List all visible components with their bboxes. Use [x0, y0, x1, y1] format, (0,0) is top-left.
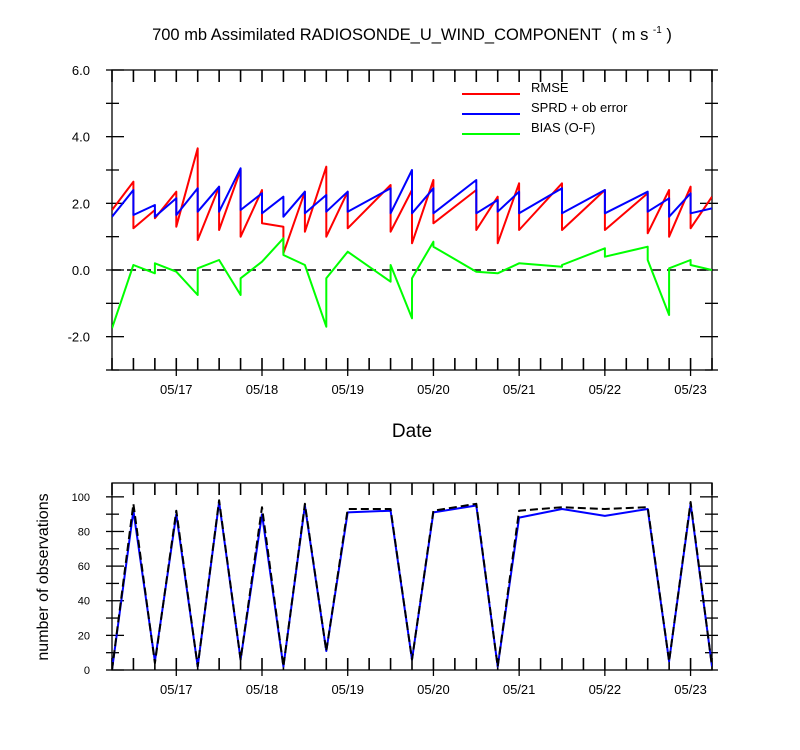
y-tick-label: 20 — [78, 630, 90, 642]
x-tick-label: 05/22 — [589, 682, 622, 697]
bottom-panel: 05/17 05/18 05/19 05/20 05/21 05/22 05/23 0 20 40… — [72, 482, 718, 697]
top-panel: 05/17 05/18 05/19 05/20 05/21 05/22 05/23 -2.0 0… — [68, 63, 718, 397]
chart-title-main: 700 mb Assimilated RADIOSONDE_U_WIND_COM… — [152, 26, 601, 44]
y-tick-label: 4.0 — [72, 130, 90, 145]
y-tick-label: 60 — [78, 561, 90, 573]
x-tick-label: 05/23 — [674, 382, 707, 397]
x-tick-label: 05/20 — [417, 682, 450, 697]
chart-title-units: ( m s — [612, 26, 649, 44]
x-tick-label: 05/18 — [246, 682, 279, 697]
x-tick-label: 05/19 — [331, 682, 364, 697]
chart-title-units-sup: -1 — [653, 25, 662, 36]
x-tick-label: 05/18 — [246, 382, 279, 397]
legend-label: BIAS (O-F) — [531, 120, 595, 135]
series-line-bias-o-f — [112, 237, 712, 329]
x-tick-label: 05/21 — [503, 682, 536, 697]
series-line-sprd-ob-error — [112, 167, 712, 218]
x-tick-label: 05/20 — [417, 382, 450, 397]
y-tick-label: 100 — [72, 492, 90, 504]
y-tick-label: 6.0 — [72, 63, 90, 78]
legend-label: RMSE — [531, 80, 569, 95]
y-tick-label: 40 — [78, 596, 90, 608]
x-tick-label: 05/17 — [160, 682, 193, 697]
y-tick-label: -2.0 — [68, 330, 90, 345]
x-tick-label: 05/23 — [674, 682, 707, 697]
y-tick-label: 0.0 — [72, 263, 90, 278]
x-tick-label: 05/21 — [503, 382, 536, 397]
legend-label: SPRD + ob error — [531, 100, 628, 115]
y-axis-label-observations: number of observations — [35, 493, 52, 660]
chart-title: 700 mb Assimilated RADIOSONDE_U_WIND_COM… — [152, 19, 672, 44]
x-tick-label: 05/19 — [331, 382, 364, 397]
chart-title-units-end: ) — [666, 26, 672, 44]
y-tick-label: 2.0 — [72, 196, 90, 211]
y-tick-label: 80 — [78, 526, 90, 538]
x-tick-label: 05/22 — [589, 382, 622, 397]
series-line-observations-used — [112, 501, 712, 670]
series-line-observations-possible — [112, 499, 712, 670]
y-tick-label: 0 — [84, 665, 90, 677]
plot-frame — [111, 482, 713, 671]
x-tick-label: 05/17 — [160, 382, 193, 397]
x-axis-label: Date — [392, 421, 432, 442]
